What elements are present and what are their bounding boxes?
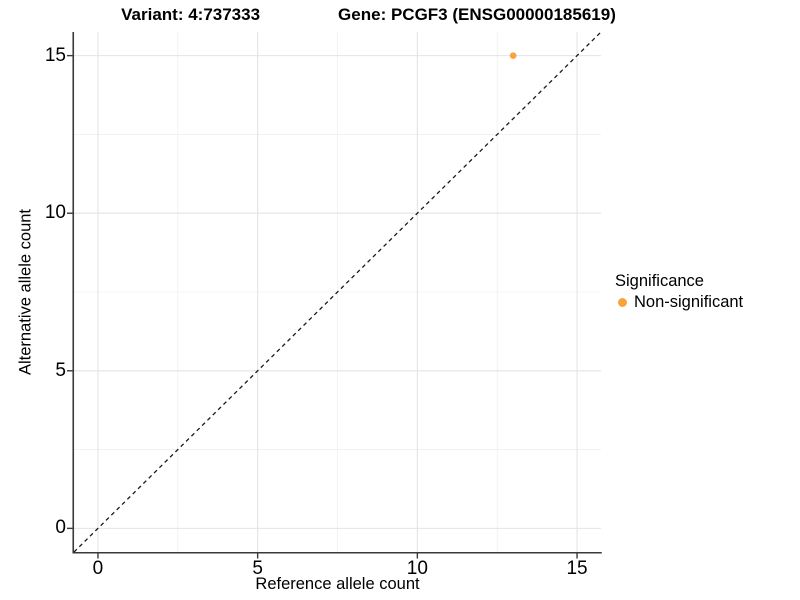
y-axis-title: Alternative allele count: [16, 208, 35, 376]
x-tick-label: 0: [92, 558, 104, 579]
x-tick-label: 15: [566, 558, 588, 579]
legend-title: Significance: [615, 272, 704, 290]
legend-item-non-significant: Non-significant: [615, 292, 743, 312]
legend-point-icon: [618, 297, 627, 307]
x-tick-label: 10: [406, 558, 428, 579]
y-tick-label: 5: [55, 359, 66, 381]
x-tick-label: 5: [252, 558, 263, 579]
identity-reference-line: [73, 31, 602, 553]
legend-item-label: Non-significant: [634, 293, 744, 311]
plot-title-gene: Gene: PCGF3 (ENSG00000185619): [338, 5, 616, 24]
y-tick-label: 0: [55, 517, 66, 539]
data-point: [509, 52, 517, 59]
plot-title: Variant: 4:737333 Gene: PCGF3 (ENSG00000…: [0, 4, 737, 26]
y-tick-label: 15: [44, 44, 66, 66]
legend: Significance Non-significant: [615, 271, 743, 312]
y-tick-label: 10: [44, 202, 66, 224]
plot-title-variant: Variant: 4:737333: [121, 5, 261, 24]
x-axis-title: Reference allele count: [255, 575, 420, 593]
